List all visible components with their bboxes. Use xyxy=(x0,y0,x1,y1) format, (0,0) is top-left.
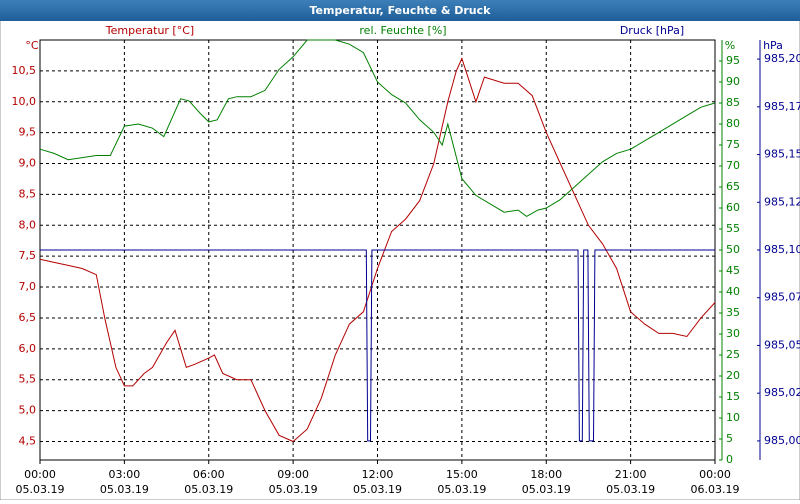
y-tick-label: 6,5 xyxy=(19,311,37,324)
series-line xyxy=(39,57,716,443)
x-tick-date: 05.03.19 xyxy=(100,483,149,496)
y-tick-label: 9,5 xyxy=(19,126,37,139)
x-tick-label: 09:00 xyxy=(277,468,309,481)
y3-tick-label: 985,20 xyxy=(764,52,800,65)
x-tick-date: 05.03.19 xyxy=(16,483,65,496)
y2-tick-label: 55 xyxy=(726,222,740,235)
y2-tick-label: 75 xyxy=(726,138,740,151)
x-tick-label: 00:00 xyxy=(699,468,731,481)
x-tick-label: 18:00 xyxy=(530,468,562,481)
y3-tick-label: 985,07 xyxy=(764,291,800,304)
y2-tick-label: 50 xyxy=(726,243,740,256)
y3-tick-label: 985,00 xyxy=(764,434,800,447)
x-tick-date: 05.03.19 xyxy=(522,483,571,496)
x-tick-date: 05.03.19 xyxy=(353,483,402,496)
y-tick-label: 5,5 xyxy=(19,373,37,386)
y3-tick-label: 985,02 xyxy=(764,386,800,399)
x-tick-label: 21:00 xyxy=(615,468,647,481)
y-tick-label: 9,0 xyxy=(19,157,37,170)
y2-tick-label: 60 xyxy=(726,201,740,214)
y2-tick-label: 10 xyxy=(726,411,740,424)
y2-tick-label: 20 xyxy=(726,369,740,382)
y-tick-label: 6,0 xyxy=(19,342,37,355)
y2-tick-label: 25 xyxy=(726,348,740,361)
title-bar xyxy=(0,0,800,21)
y2-tick-label: 95 xyxy=(726,54,740,67)
x-tick-label: 00:00 xyxy=(24,468,56,481)
y3-tick-label: 985,12 xyxy=(764,195,800,208)
y2-tick-label: 65 xyxy=(726,180,740,193)
y2-tick-label: 40 xyxy=(726,285,740,298)
y2-axis-label: rel. Feuchte [%] xyxy=(359,24,446,37)
y2-tick-label: 15 xyxy=(726,390,740,403)
x-tick-date: 05.03.19 xyxy=(269,483,318,496)
y-tick-label: 10,0 xyxy=(12,95,37,108)
y2-tick-label: 85 xyxy=(726,96,740,109)
y2-tick-label: 30 xyxy=(726,327,740,340)
y-tick-label: 4,5 xyxy=(19,434,37,447)
x-tick-date: 05.03.19 xyxy=(606,483,655,496)
y-tick-label: 10,5 xyxy=(12,64,37,77)
x-tick-date: 05.03.19 xyxy=(437,483,486,496)
x-tick-date: 05.03.19 xyxy=(184,483,233,496)
y2-tick-label: 45 xyxy=(726,264,740,277)
y-tick-label: 8,5 xyxy=(19,187,37,200)
y2-tick-label: 0 xyxy=(726,453,733,466)
y3-tick-label: 985,10 xyxy=(764,243,800,256)
y3-unit: hPa xyxy=(763,39,783,52)
chart-title: Temperatur, Feuchte & Druck xyxy=(310,4,492,17)
x-tick-label: 15:00 xyxy=(446,468,478,481)
x-tick-label: 12:00 xyxy=(362,468,394,481)
y2-tick-label: 70 xyxy=(726,159,740,172)
y2-tick-label: 5 xyxy=(726,432,733,445)
y-tick-label: 5,0 xyxy=(19,404,37,417)
y3-tick-label: 985,15 xyxy=(764,148,800,161)
y2-tick-label: 80 xyxy=(726,117,740,130)
y-tick-label: 8,0 xyxy=(19,218,37,231)
y3-axis-label: Druck [hPa] xyxy=(620,24,684,37)
series-line xyxy=(40,249,715,442)
series-line xyxy=(39,39,716,217)
y-tick-label: 7,5 xyxy=(19,249,37,262)
y2-unit: % xyxy=(725,39,735,52)
x-tick-date: 06.03.19 xyxy=(691,483,740,496)
y-axis-label: Temperatur [°C] xyxy=(105,24,194,37)
x-tick-label: 06:00 xyxy=(193,468,225,481)
y3-tick-label: 985,05 xyxy=(764,338,800,351)
x-tick-label: 03:00 xyxy=(109,468,141,481)
y2-tick-label: 35 xyxy=(726,306,740,319)
y3-tick-label: 985,17 xyxy=(764,100,800,113)
y2-tick-label: 90 xyxy=(726,75,740,88)
y-tick-label: 7,0 xyxy=(19,280,37,293)
y-unit: °C xyxy=(25,39,39,52)
